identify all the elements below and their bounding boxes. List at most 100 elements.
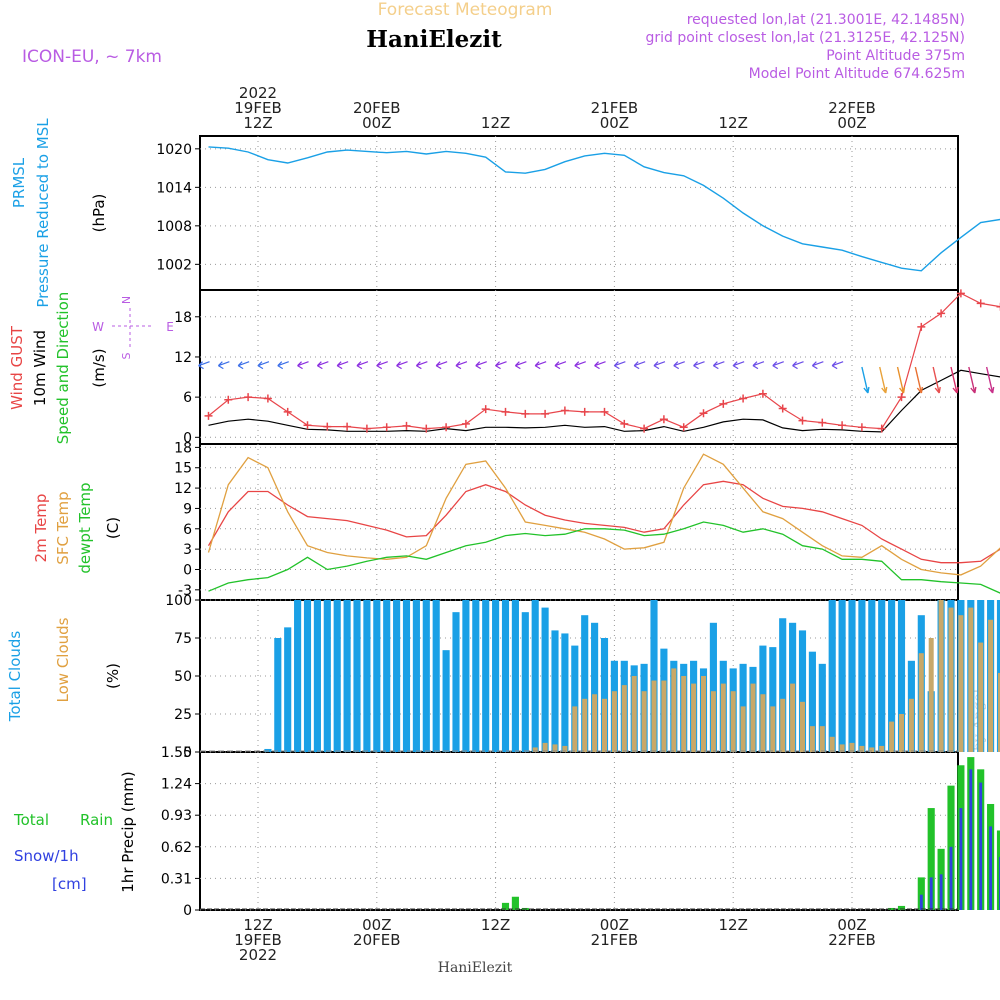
precip-unit: 1hr Precip (mm) (119, 771, 137, 892)
precip-label-rain: Rain (80, 811, 113, 829)
low-cloud-bar (780, 698, 786, 752)
wind-direction-arrow (396, 361, 408, 370)
wind-direction-arrow (297, 361, 309, 370)
total-cloud-bar (838, 600, 846, 752)
clouds-unit: (%) (104, 663, 122, 689)
low-cloud-bar (572, 706, 578, 752)
wind-direction-arrow (534, 361, 547, 370)
gust-marker (739, 394, 748, 403)
wind-direction-arrow (613, 361, 626, 370)
low-cloud-bar (948, 607, 954, 752)
gust-marker (778, 404, 787, 413)
low-cloud-bar (790, 683, 796, 752)
bottom-time-label: 20FEB (353, 931, 400, 949)
wind-direction-arrow (831, 361, 844, 370)
wind-direction-arrow (356, 361, 369, 370)
total-cloud-bar (422, 600, 430, 752)
wind-tick-label: 12 (174, 350, 192, 366)
low-cloud-bar (859, 745, 865, 752)
footer-location: HaniElezit (438, 960, 513, 976)
total-cloud-bar (848, 600, 856, 752)
low-cloud-bar (592, 694, 598, 752)
temp-tick-label: 6 (183, 522, 192, 538)
low-cloud-bar (760, 694, 766, 752)
gust-marker (580, 407, 589, 416)
total-cloud-bar (264, 748, 272, 752)
low-cloud-bar (730, 691, 736, 752)
top-time-label: 12Z (481, 114, 510, 132)
gust-marker (343, 422, 352, 431)
gust-marker (818, 418, 827, 427)
gust-marker (857, 423, 866, 432)
panels: 10201014100810021812601815129630-3100755… (6, 118, 1000, 919)
total-cloud-bar (353, 600, 361, 752)
top-time-label: 21FEB (591, 99, 638, 117)
low-cloud-bar (889, 721, 895, 752)
bottom-time-label: 12Z (481, 916, 510, 934)
total-cloud-bar (363, 600, 371, 752)
temp-label-2m: 2m Temp (32, 494, 50, 563)
wind-direction-arrow (277, 361, 289, 370)
wind-direction-arrow (985, 366, 995, 394)
total-cloud-bar (709, 622, 717, 752)
low-cloud-bar (651, 680, 657, 752)
location-title: HaniElezit (366, 26, 502, 53)
low-cloud-bar (928, 638, 934, 752)
gust-marker (224, 395, 233, 404)
gust-marker (422, 424, 431, 433)
total-cloud-bar (868, 600, 876, 752)
gust-marker (501, 407, 510, 416)
wind-direction-arrow (914, 366, 924, 394)
total-cloud-bar (591, 622, 599, 752)
wind-direction-arrow (673, 361, 685, 370)
precip-tick-label: 1.24 (161, 777, 192, 793)
total-cloud-bar (313, 600, 321, 752)
compass-east: E (166, 320, 174, 334)
precip-tick-label: 1.55 (161, 745, 192, 761)
low-cloud-bar (720, 683, 726, 752)
wind-direction-arrow (932, 366, 941, 394)
wind-direction-arrow (554, 361, 567, 370)
gust-marker (204, 411, 213, 420)
total-cloud-bar (294, 600, 302, 752)
low-cloud-bar (552, 744, 558, 752)
wind-label-speed: Speed and Direction (54, 292, 72, 445)
wind-direction-arrow (257, 361, 270, 370)
low-cloud-bar (988, 619, 994, 752)
snow-bar (979, 782, 983, 910)
temp-tick-label: 12 (174, 481, 192, 497)
low-cloud-bar (621, 685, 627, 752)
low-cloud-bar (542, 742, 548, 752)
wind-tick-label: 6 (183, 390, 192, 406)
total-cloud-bar (383, 600, 391, 752)
model-altitude: Model Point Altitude 674.625m (749, 66, 965, 82)
temp-label-sfc: SFC Temp (54, 491, 72, 564)
wind-tick-label: 0 (183, 430, 192, 446)
gust-marker (758, 389, 767, 398)
compass-south: S (120, 352, 133, 359)
pressure-tick-label: 1014 (156, 180, 192, 196)
total-cloud-bar (393, 600, 401, 752)
clouds-tick-label: 50 (174, 669, 192, 685)
snow-bar (939, 874, 943, 910)
low-cloud-bar (879, 745, 885, 752)
low-cloud-bar (958, 615, 964, 752)
precip-tick-label: 0.93 (161, 808, 192, 824)
total-cloud-bar (373, 600, 381, 752)
low-cloud-bar (562, 745, 568, 752)
gust-marker (917, 322, 926, 331)
wind-direction-arrow (495, 361, 507, 370)
temp-2m-line (207, 480, 1000, 564)
wind-direction-arrow (712, 361, 725, 370)
total-cloud-bar (472, 600, 480, 752)
low-cloud-bar (849, 742, 855, 752)
snow-bar (949, 846, 953, 910)
clouds-tick-label: 25 (174, 707, 192, 723)
low-cloud-bar (691, 683, 697, 752)
gust-marker (303, 421, 312, 430)
total-cloud-bar (769, 647, 777, 752)
wind-direction-arrow (896, 366, 906, 394)
temp-tick-label: 18 (174, 440, 192, 456)
requested-coords: requested lon,lat (21.3001E, 42.1485N) (687, 12, 965, 28)
